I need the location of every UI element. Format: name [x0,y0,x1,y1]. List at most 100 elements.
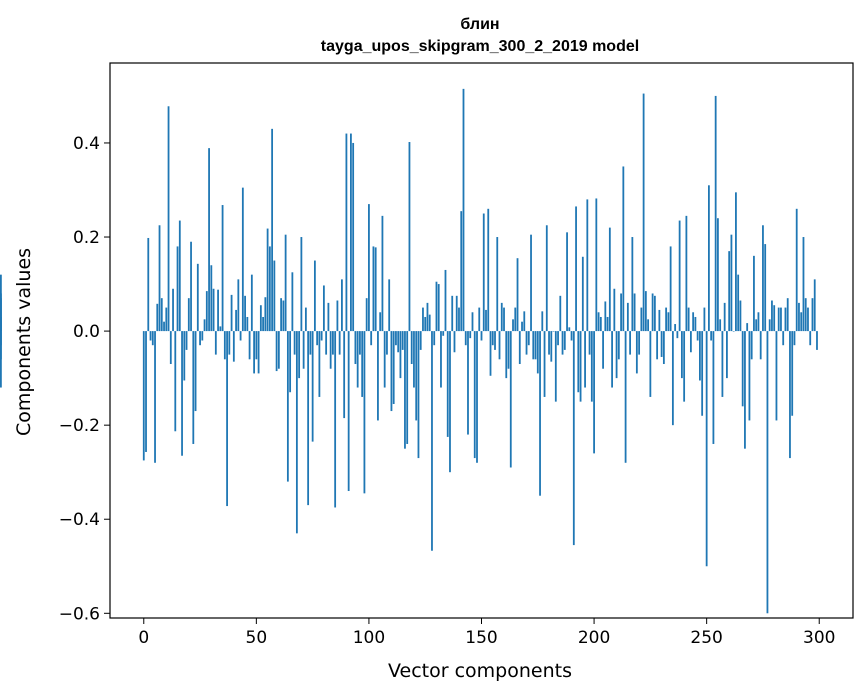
bar [239,331,242,341]
bar [536,331,539,374]
bar [473,331,476,459]
bar [241,187,244,332]
bar [755,319,758,332]
bar [476,331,478,463]
bar [365,298,368,332]
bar [786,298,789,332]
bar [658,309,661,332]
bar [753,255,755,332]
y-tick-label: 0.2 [73,228,100,248]
bar [615,331,618,379]
bar [194,331,197,412]
bar [514,307,517,332]
bar [187,298,190,332]
bar [757,312,760,332]
bar [377,331,379,421]
bar [356,331,359,388]
bar [622,166,625,332]
bar [145,331,147,452]
bar [570,331,573,341]
bar [185,331,188,350]
bar [480,331,483,341]
bar [201,331,204,341]
bar [408,142,411,332]
bar [158,225,161,332]
bar [419,331,422,350]
bar [699,331,701,381]
bar [300,237,303,332]
bar [325,331,328,355]
bar [208,148,210,332]
bar [804,298,807,332]
bar [633,293,636,332]
plot-frame [109,62,854,619]
bar [597,312,600,332]
bar [608,227,611,332]
bar [530,234,532,332]
bar [219,326,222,332]
bar [552,331,555,332]
bar [656,331,659,360]
bar [203,319,206,332]
bar [386,331,388,355]
bar [662,331,665,365]
bar [708,185,710,332]
bar [732,331,735,332]
bar [631,237,634,332]
x-tick-label: 50 [246,628,268,648]
bar [163,321,165,332]
y-tick-label: −0.6 [59,604,100,624]
bar [710,331,713,341]
bar [273,260,276,332]
x-tick-label: 0 [138,628,149,648]
bar [744,331,746,449]
bar [579,331,582,402]
bar [237,279,240,332]
bar [217,289,219,332]
bar [653,295,656,332]
bar [422,307,424,332]
bar [723,302,726,332]
x-tick-label: 300 [803,628,835,648]
bar [341,279,343,332]
bar [635,331,638,374]
bar [424,316,427,332]
bar [712,331,715,444]
bar [433,331,436,346]
bar [660,331,663,357]
y-tick-label: −0.2 [59,416,100,436]
bar [397,331,400,353]
bar [746,323,749,332]
bar [302,331,305,369]
bar [334,331,337,508]
bar [701,331,704,416]
bar [0,331,2,360]
bar [629,331,631,355]
bar [644,291,647,332]
bar [235,309,237,332]
bar [462,88,465,332]
bar [354,331,357,365]
bar [464,331,467,346]
bar [322,285,325,332]
bar [426,302,429,332]
bar [692,312,695,332]
bar [431,331,433,551]
bar [509,331,512,468]
bar [383,331,386,388]
bar [593,331,595,454]
bar [505,331,508,379]
bar [230,294,233,332]
bar [280,298,283,332]
bar [316,331,319,346]
bar [617,331,620,360]
bar [507,331,510,369]
bar [782,331,785,346]
bar [363,331,366,494]
bar [309,331,312,355]
bar [541,311,544,332]
x-axis-ticks: 0 50 100 150 200 250 300 [138,618,835,648]
bar [467,331,469,435]
bar [620,293,622,332]
bar [811,298,814,332]
